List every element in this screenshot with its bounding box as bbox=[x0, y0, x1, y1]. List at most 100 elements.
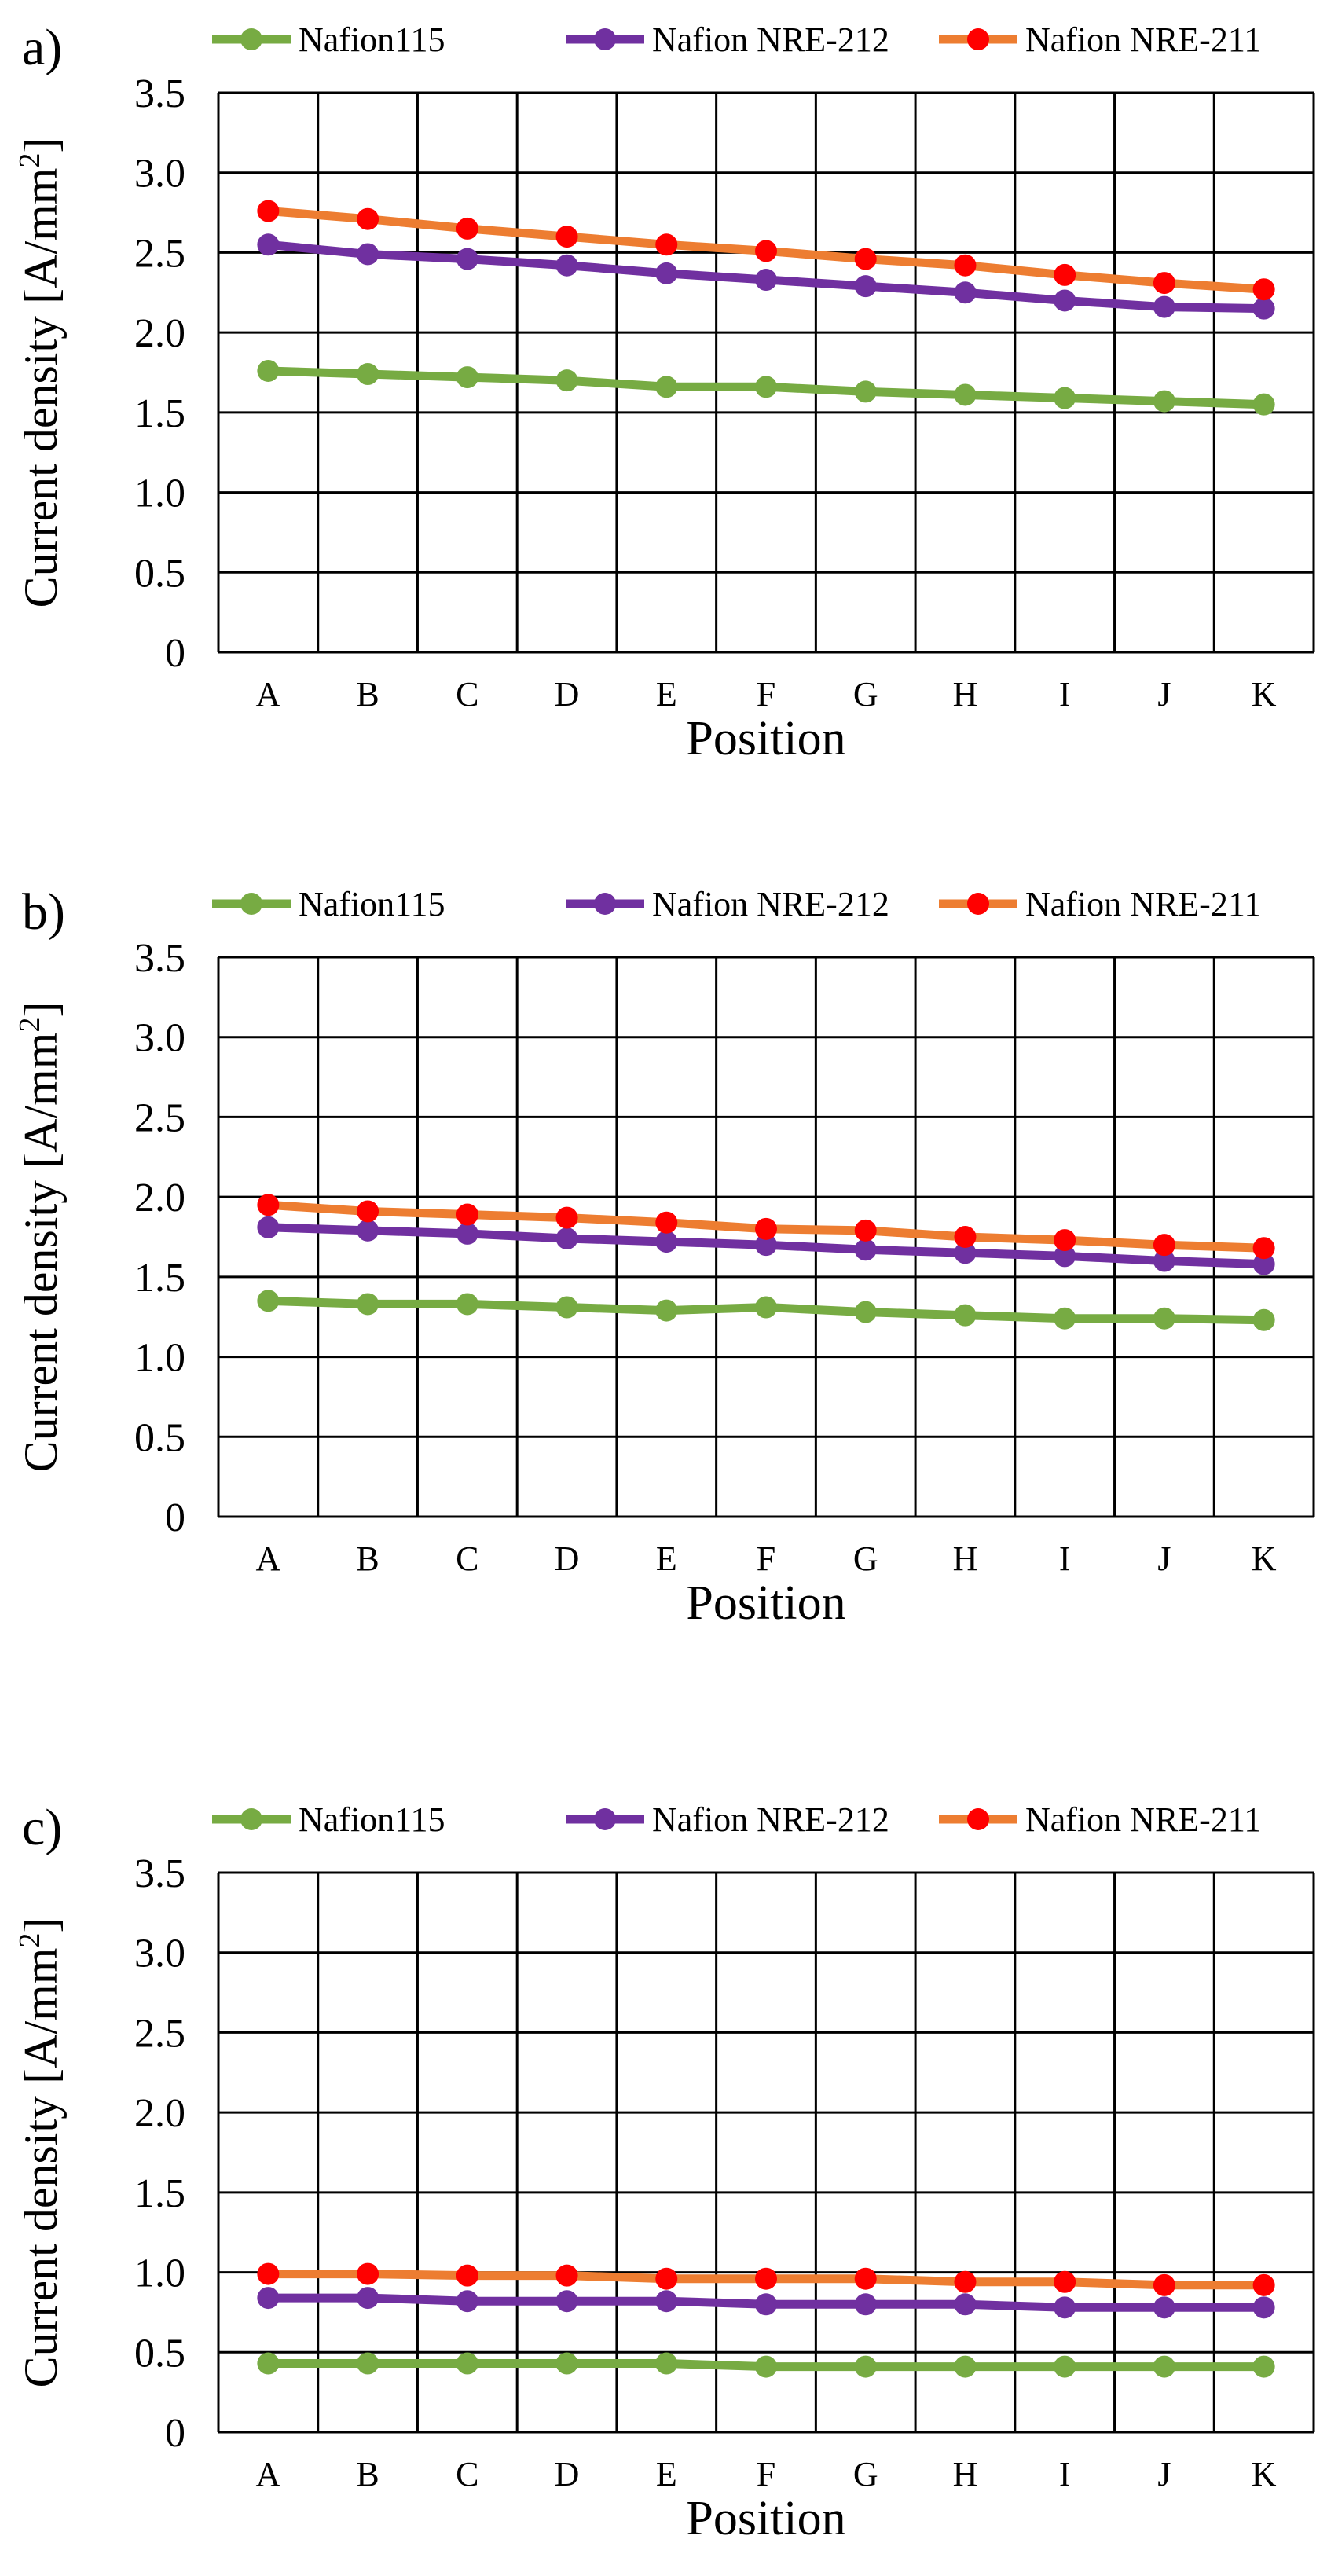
data-point-1 bbox=[1252, 2296, 1275, 2319]
y-tick-label: 0.5 bbox=[134, 2331, 185, 2376]
legend-marker-1 bbox=[594, 1808, 616, 1830]
data-point-1 bbox=[1252, 297, 1275, 320]
x-tick-label: I bbox=[1059, 675, 1071, 714]
data-point-2 bbox=[456, 217, 478, 240]
data-point-1 bbox=[257, 233, 280, 256]
data-point-2 bbox=[555, 1206, 578, 1229]
data-point-0 bbox=[755, 2355, 777, 2378]
y-tick-label: 3.5 bbox=[134, 72, 185, 116]
data-point-0 bbox=[555, 2352, 578, 2375]
data-point-1 bbox=[655, 262, 678, 284]
data-point-1 bbox=[456, 1222, 478, 1245]
data-point-0 bbox=[1153, 390, 1175, 413]
y-tick-label: 3.0 bbox=[134, 152, 185, 196]
y-tick-label: 3.5 bbox=[134, 1851, 185, 1896]
chart-panel-a: a) Nafion115 Nafion NRE-212 Nafion NRE-211 0… bbox=[13, 19, 1315, 765]
x-tick-label: H bbox=[953, 1539, 978, 1578]
data-point-1 bbox=[1054, 289, 1076, 312]
panel-label: b) bbox=[22, 883, 65, 941]
data-point-2 bbox=[555, 2264, 578, 2287]
data-point-1 bbox=[456, 2290, 478, 2313]
data-point-2 bbox=[1252, 1237, 1275, 1260]
data-point-2 bbox=[1252, 278, 1275, 301]
data-point-2 bbox=[456, 2264, 478, 2287]
legend-label: Nafion115 bbox=[299, 1800, 445, 1839]
y-tick-label: 0 bbox=[165, 2411, 185, 2456]
data-point-1 bbox=[755, 269, 777, 292]
data-point-0 bbox=[1153, 1307, 1175, 1330]
data-point-1 bbox=[1153, 2296, 1175, 2319]
data-point-2 bbox=[1054, 263, 1076, 286]
plot-grid bbox=[217, 956, 1315, 1518]
y-tick-label: 3.5 bbox=[134, 936, 185, 981]
y-tick-label: 0.5 bbox=[134, 1415, 185, 1460]
x-tick-label: A bbox=[255, 1539, 280, 1578]
y-tick-label: 1.5 bbox=[134, 391, 185, 436]
data-point-2 bbox=[954, 1226, 977, 1248]
x-axis-label: Position bbox=[686, 712, 845, 765]
y-tick-label: 0 bbox=[165, 1495, 185, 1540]
data-point-0 bbox=[1252, 393, 1275, 416]
data-point-0 bbox=[655, 1299, 678, 1322]
data-point-1 bbox=[357, 1219, 379, 1242]
y-tick-label: 1.0 bbox=[134, 472, 185, 516]
x-tick-label: B bbox=[356, 675, 379, 714]
data-point-0 bbox=[954, 2355, 977, 2378]
y-tick-label: 2.5 bbox=[134, 231, 185, 276]
x-tick-label: J bbox=[1157, 1539, 1171, 1578]
data-point-2 bbox=[755, 1217, 777, 1240]
data-point-0 bbox=[1054, 387, 1076, 409]
data-point-1 bbox=[357, 243, 379, 266]
data-point-1 bbox=[854, 2293, 877, 2316]
y-tick-label: 1.5 bbox=[134, 2171, 185, 2216]
data-point-2 bbox=[854, 248, 877, 270]
y-tick-label: 2.5 bbox=[134, 1095, 185, 1140]
data-point-0 bbox=[456, 1293, 478, 1316]
y-axis-label: Current density [A/mm2] bbox=[13, 1917, 67, 2388]
x-tick-label: C bbox=[456, 1539, 478, 1578]
data-point-2 bbox=[1153, 272, 1175, 295]
legend-marker-0 bbox=[240, 28, 262, 50]
data-point-1 bbox=[555, 2290, 578, 2313]
legend-label: Nafion115 bbox=[299, 20, 445, 59]
legend-marker-1 bbox=[594, 28, 616, 50]
x-tick-label: G bbox=[853, 2455, 878, 2493]
data-point-0 bbox=[456, 366, 478, 389]
data-point-2 bbox=[755, 240, 777, 262]
y-tick-label: 2.5 bbox=[134, 2011, 185, 2056]
y-axis-label-main: Current density [A/mm bbox=[15, 168, 67, 608]
legend-label: Nafion NRE-212 bbox=[652, 885, 889, 923]
data-point-2 bbox=[954, 2270, 977, 2293]
legend-marker-2 bbox=[967, 28, 989, 50]
x-tick-label: B bbox=[356, 1539, 379, 1578]
x-tick-label: F bbox=[757, 675, 775, 714]
data-point-2 bbox=[655, 1211, 678, 1234]
data-point-0 bbox=[1252, 1308, 1275, 1331]
data-point-0 bbox=[555, 369, 578, 392]
y-tick-label: 3.0 bbox=[134, 1932, 185, 1976]
y-axis-label-main: Current density [A/mm bbox=[15, 1033, 67, 1473]
data-point-2 bbox=[456, 1203, 478, 1226]
y-axis-label-main: Current density [A/mm bbox=[15, 1948, 67, 2388]
x-tick-label: F bbox=[757, 2455, 775, 2493]
x-tick-label: G bbox=[853, 675, 878, 714]
data-point-2 bbox=[954, 254, 977, 277]
data-point-2 bbox=[1153, 1234, 1175, 1257]
y-axis-label-superscript: 2 bbox=[13, 153, 46, 168]
data-point-1 bbox=[555, 1227, 578, 1250]
y-tick-label: 0 bbox=[165, 631, 185, 676]
x-tick-label: K bbox=[1252, 2455, 1277, 2493]
y-tick-label: 3.0 bbox=[134, 1016, 185, 1061]
legend-label: Nafion NRE-211 bbox=[1025, 1800, 1261, 1839]
y-axis-label: Current density [A/mm2] bbox=[13, 1002, 67, 1473]
data-point-2 bbox=[357, 2262, 379, 2285]
x-tick-label: D bbox=[555, 2455, 580, 2493]
data-point-2 bbox=[555, 226, 578, 248]
data-point-2 bbox=[257, 1194, 280, 1216]
data-point-0 bbox=[357, 1293, 379, 1316]
data-point-1 bbox=[854, 1238, 877, 1261]
data-point-0 bbox=[357, 2352, 379, 2375]
legend-label: Nafion NRE-212 bbox=[652, 20, 889, 59]
data-point-1 bbox=[1153, 1249, 1175, 1272]
data-point-2 bbox=[1252, 2273, 1275, 2296]
